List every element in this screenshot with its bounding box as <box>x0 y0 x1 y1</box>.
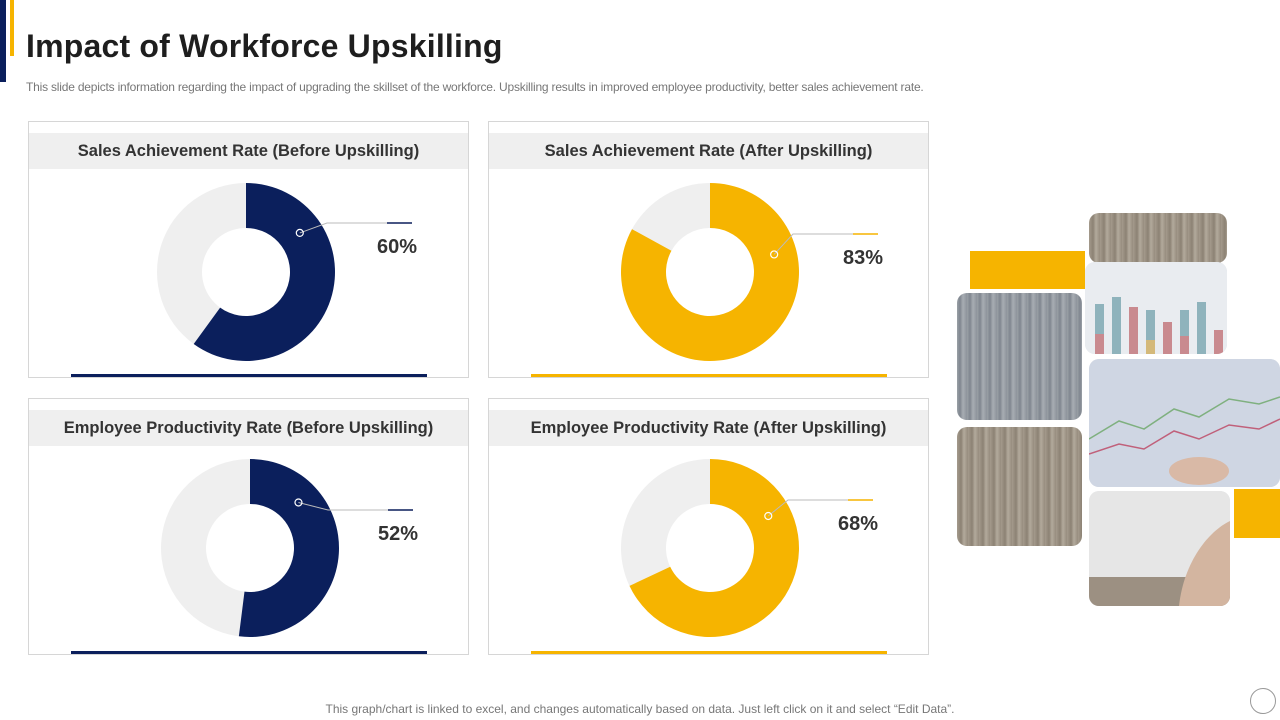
percentage-label: 83% <box>843 247 883 269</box>
donut-value-slice <box>193 183 336 362</box>
wood-texture-tile <box>1089 213 1227 263</box>
chart-panel-sales-before[interactable]: Sales Achievement Rate (Before Upskillin… <box>28 121 469 378</box>
donut-value-slice <box>621 183 799 361</box>
gold-accent-block <box>970 251 1085 289</box>
bar-chart-photo <box>1085 262 1227 354</box>
chart-title: Employee Productivity Rate (Before Upski… <box>29 410 468 446</box>
wood-texture-tile <box>957 293 1082 420</box>
page-title: Impact of Workforce Upskilling <box>26 28 503 64</box>
donut-chart: 83% <box>621 183 883 361</box>
leader-marker <box>764 511 773 521</box>
photo-line-chart-icon <box>1089 359 1280 487</box>
accent-bar <box>0 0 6 82</box>
line-chart-photo <box>1089 359 1280 487</box>
panel-underline <box>531 651 887 654</box>
donut-chart: 60% <box>157 183 417 362</box>
chart-panel-sales-after[interactable]: Sales Achievement Rate (After Upskilling… <box>488 121 929 378</box>
footnote: This graph/chart is linked to excel, and… <box>325 702 955 716</box>
panel-underline <box>531 374 887 377</box>
panel-underline <box>71 651 427 654</box>
gold-accent-block <box>1234 489 1280 538</box>
donut-chart: 52% <box>161 459 418 637</box>
donut-remainder-slice <box>621 459 710 586</box>
leader-marker <box>770 250 779 259</box>
chart-title: Sales Achievement Rate (After Upskilling… <box>489 133 928 169</box>
donut-value-slice <box>238 459 340 637</box>
photo-bar-chart-icon <box>1085 262 1227 354</box>
donut-chart: 68% <box>621 459 878 637</box>
percentage-label: 60% <box>377 236 417 258</box>
leader-line <box>773 233 878 255</box>
chart-title: Sales Achievement Rate (Before Upskillin… <box>29 133 468 169</box>
page-indicator <box>1250 688 1276 714</box>
leader-marker <box>294 498 303 507</box>
panel-underline <box>71 374 427 377</box>
leader-line <box>299 222 412 234</box>
chart-title: Employee Productivity Rate (After Upskil… <box>489 410 928 446</box>
chart-panel-productivity-after[interactable]: Employee Productivity Rate (After Upskil… <box>488 398 929 655</box>
hand-icon <box>1089 491 1230 606</box>
donut-remainder-slice <box>632 183 710 251</box>
wood-texture-tile <box>957 427 1082 546</box>
hand-paper-photo <box>1089 491 1230 606</box>
chart-panel-productivity-before[interactable]: Employee Productivity Rate (Before Upski… <box>28 398 469 655</box>
donut-remainder-slice <box>157 183 246 345</box>
accent-bar-gold <box>10 0 14 56</box>
percentage-label: 68% <box>838 513 878 535</box>
percentage-label: 52% <box>378 523 418 545</box>
leader-line <box>767 499 873 517</box>
leader-line <box>298 501 413 511</box>
page-subtitle: This slide depicts information regarding… <box>26 80 924 94</box>
donut-remainder-slice <box>161 459 250 637</box>
leader-marker <box>295 228 304 238</box>
donut-value-slice <box>629 459 799 637</box>
